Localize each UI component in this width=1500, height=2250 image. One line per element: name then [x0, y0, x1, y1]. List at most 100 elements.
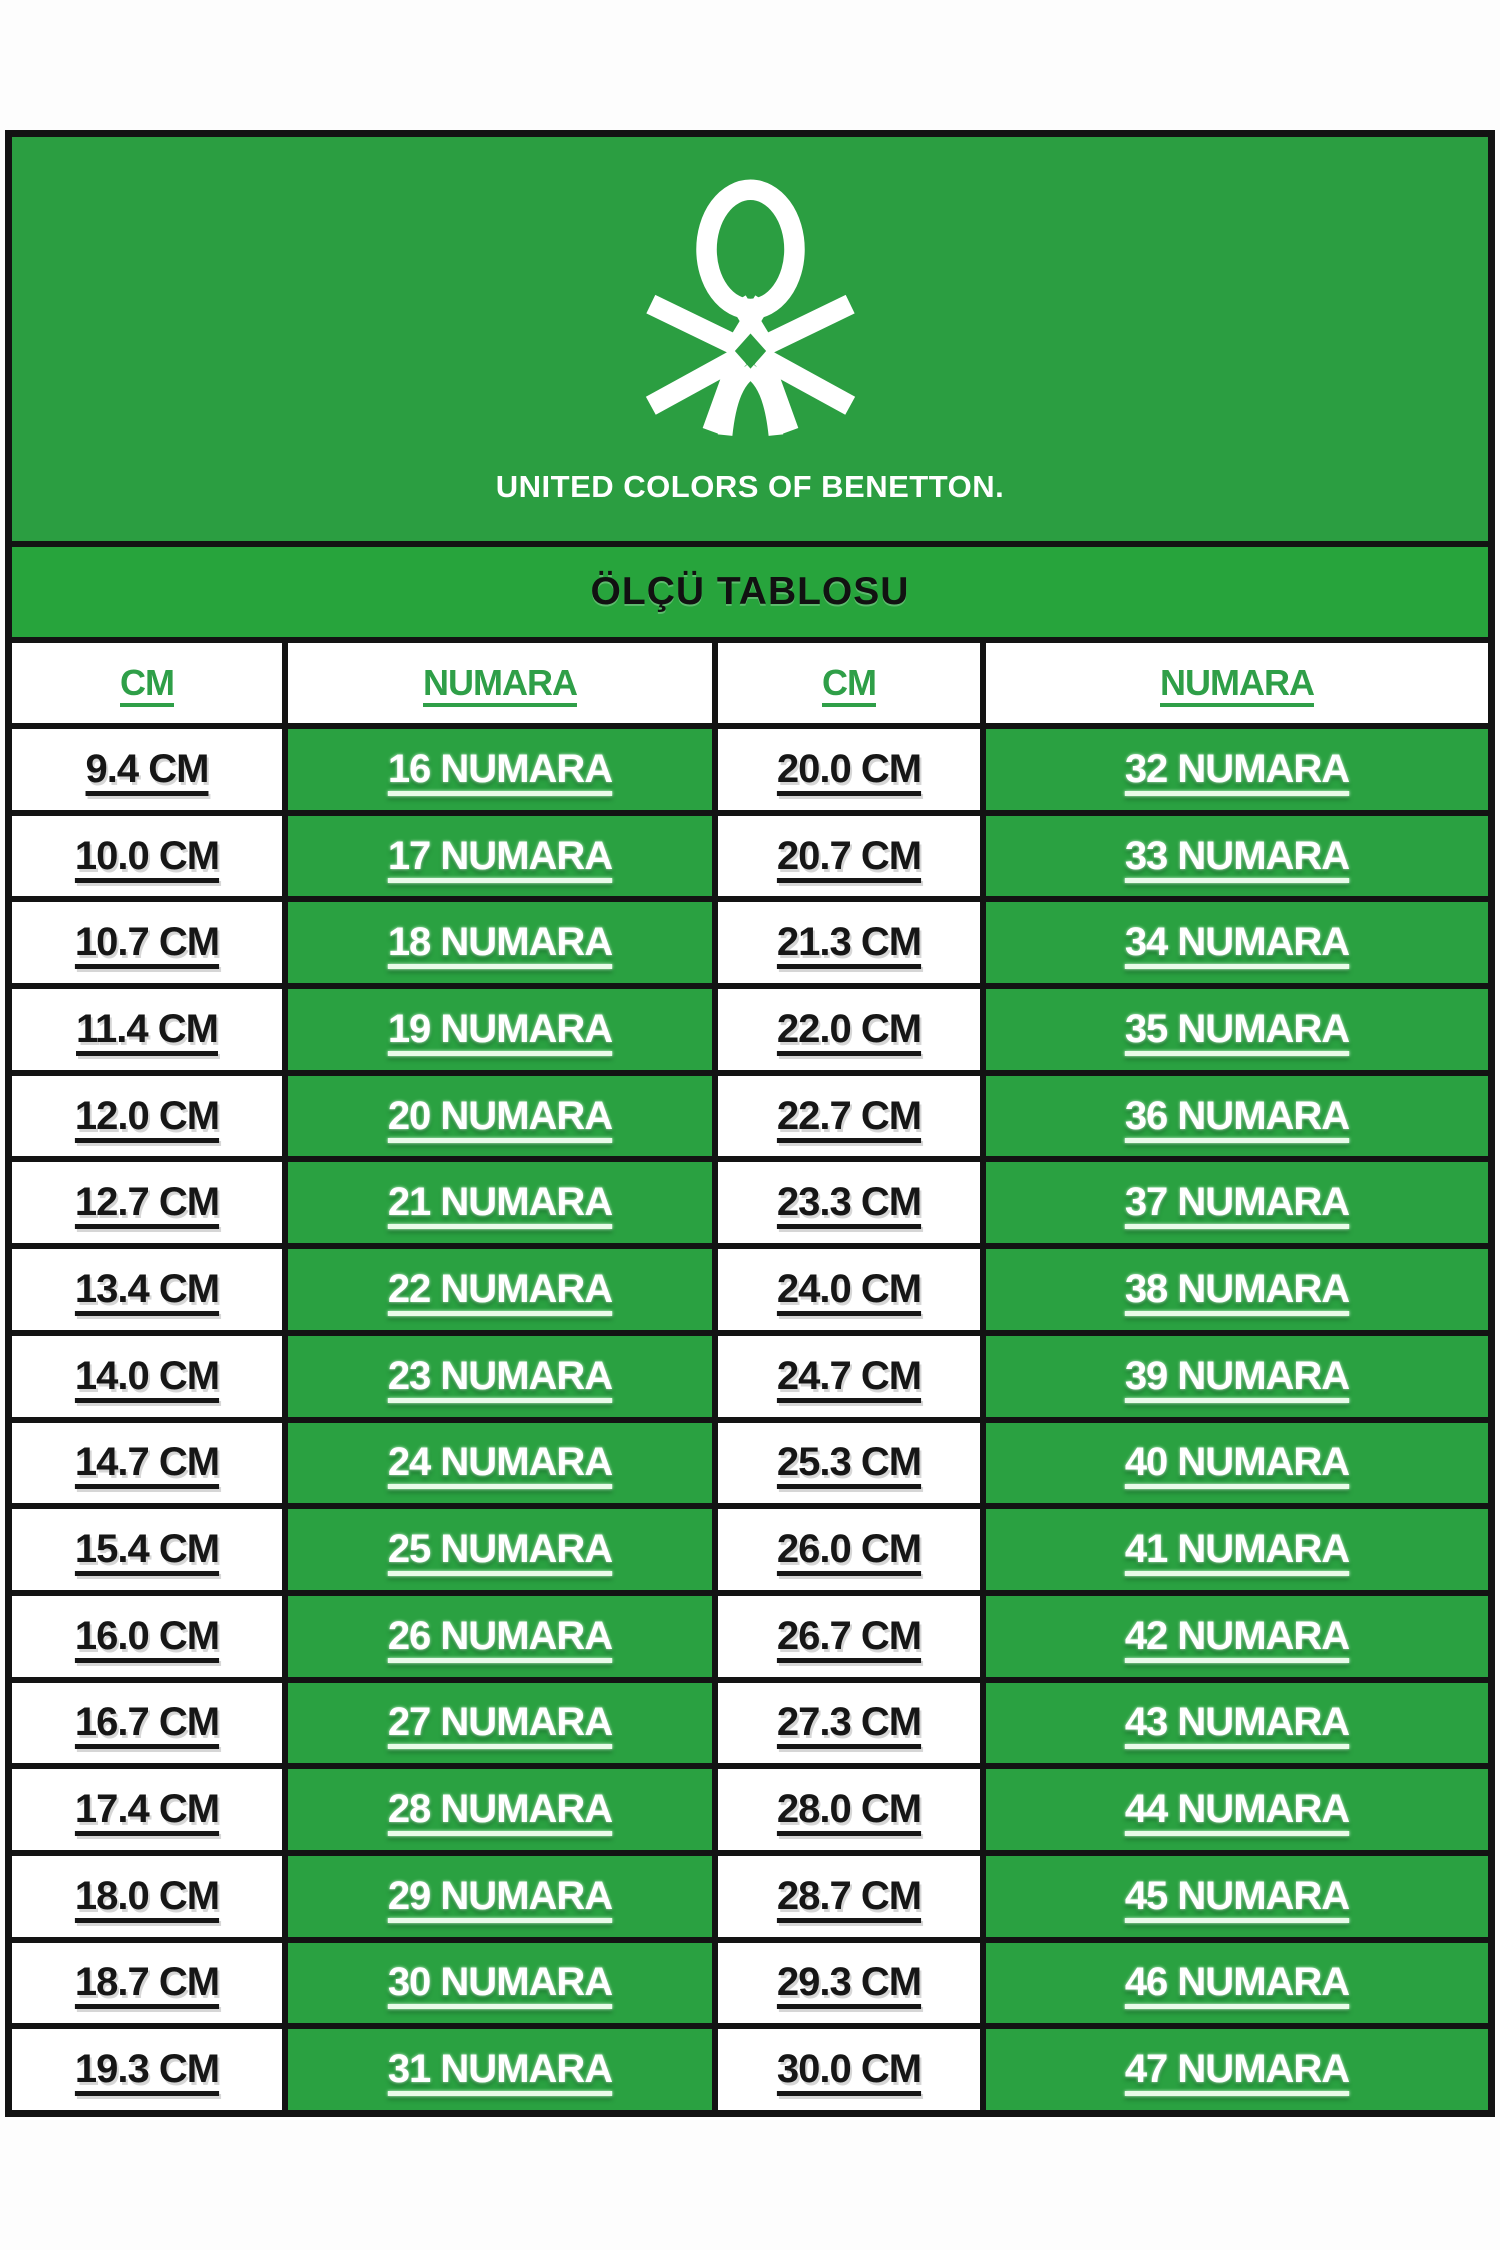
- numara-cell-label: 39 NUMARA: [1124, 1353, 1350, 1398]
- column-header-numara-label: NUMARA: [423, 662, 578, 703]
- cm-cell-label: 20.7 CM: [776, 833, 922, 878]
- cm-cell-label: 26.0 CM: [776, 1527, 922, 1572]
- numara-cell: 47 NUMARA: [986, 2029, 1488, 2110]
- cm-cell: 15.4 CM: [12, 1509, 282, 1590]
- numara-cell: 36 NUMARA: [986, 1075, 1488, 1157]
- cm-cell-label: 24.0 CM: [776, 1266, 922, 1311]
- numara-cell-label: 22 NUMARA: [387, 1266, 613, 1311]
- brand-wordmark: UNITED COLORS OF BENETTON.: [495, 469, 1005, 504]
- cm-cell: 28.7 CM: [718, 1855, 980, 1937]
- numara-cell: 44 NUMARA: [986, 1769, 1488, 1850]
- cm-cell-label: 12.7 CM: [74, 1180, 220, 1225]
- numara-cell-label: 16 NUMARA: [387, 746, 613, 791]
- numara-cell: 22 NUMARA: [288, 1249, 712, 1330]
- cm-cell-label: 27.3 CM: [776, 1700, 922, 1745]
- column-header-cm: CM: [718, 643, 980, 723]
- numara-cell-label: 45 NUMARA: [1124, 1873, 1350, 1918]
- cm-cell-label: 26.7 CM: [776, 1613, 922, 1658]
- cm-cell: 16.7 CM: [12, 1682, 282, 1764]
- column-header-cm: CM: [12, 643, 282, 723]
- numara-cell: 45 NUMARA: [986, 1855, 1488, 1937]
- cm-cell-label: 15.4 CM: [74, 1527, 220, 1572]
- cm-cell-label: 17.4 CM: [74, 1787, 220, 1832]
- benetton-knot-icon: [645, 179, 855, 436]
- cm-cell: 9.4 CM: [12, 729, 282, 810]
- numara-cell-label: 30 NUMARA: [387, 1960, 613, 2005]
- cm-cell: 18.0 CM: [12, 1855, 282, 1937]
- cm-cell: 23.3 CM: [718, 1162, 980, 1244]
- numara-cell: 26 NUMARA: [288, 1595, 712, 1677]
- chart-title-bar: ÖLÇÜ TABLOSU: [12, 547, 1488, 637]
- cm-cell-label: 14.0 CM: [74, 1353, 220, 1398]
- numara-cell: 24 NUMARA: [288, 1422, 712, 1504]
- cm-cell-label: 21.3 CM: [776, 920, 922, 965]
- column-header-numara: NUMARA: [986, 643, 1488, 723]
- chart-title: ÖLÇÜ TABLOSU: [590, 570, 910, 613]
- numara-cell: 32 NUMARA: [986, 729, 1488, 810]
- cm-cell-label: 25.3 CM: [776, 1440, 922, 1485]
- numara-cell-label: 23 NUMARA: [387, 1353, 613, 1398]
- numara-cell-label: 17 NUMARA: [387, 833, 613, 878]
- cm-cell: 22.0 CM: [718, 989, 980, 1070]
- cm-cell-label: 11.4 CM: [76, 1006, 219, 1051]
- cm-cell: 27.3 CM: [718, 1682, 980, 1764]
- cm-cell-label: 23.3 CM: [776, 1180, 922, 1225]
- numara-cell-label: 25 NUMARA: [387, 1527, 613, 1572]
- cm-cell: 16.0 CM: [12, 1595, 282, 1677]
- numara-cell: 29 NUMARA: [288, 1855, 712, 1937]
- cm-cell: 14.0 CM: [12, 1335, 282, 1417]
- numara-cell: 18 NUMARA: [288, 902, 712, 984]
- numara-cell: 42 NUMARA: [986, 1595, 1488, 1677]
- numara-cell: 23 NUMARA: [288, 1335, 712, 1417]
- numara-cell-label: 28 NUMARA: [387, 1787, 613, 1832]
- numara-cell-label: 27 NUMARA: [387, 1700, 613, 1745]
- numara-cell-label: 35 NUMARA: [1124, 1006, 1350, 1051]
- cm-cell-label: 30.0 CM: [776, 2047, 922, 2092]
- cm-cell-label: 20.0 CM: [776, 746, 922, 791]
- size-chart-table: UNITED COLORS OF BENETTON. ÖLÇÜ TABLOSU …: [5, 130, 1495, 2117]
- numara-cell-label: 20 NUMARA: [387, 1093, 613, 1138]
- cm-cell: 22.7 CM: [718, 1075, 980, 1157]
- cm-cell: 17.4 CM: [12, 1769, 282, 1850]
- numara-cell: 41 NUMARA: [986, 1509, 1488, 1590]
- numara-cell: 20 NUMARA: [288, 1075, 712, 1157]
- numara-cell: 37 NUMARA: [986, 1162, 1488, 1244]
- cm-cell-label: 28.0 CM: [776, 1787, 922, 1832]
- numara-cell: 21 NUMARA: [288, 1162, 712, 1244]
- numara-cell-label: 36 NUMARA: [1124, 1093, 1350, 1138]
- cm-cell-label: 19.3 CM: [74, 2047, 220, 2092]
- numara-cell: 25 NUMARA: [288, 1509, 712, 1590]
- knot-center-diamond: [734, 333, 766, 369]
- numara-cell: 35 NUMARA: [986, 989, 1488, 1070]
- cm-cell-label: 10.7 CM: [74, 920, 220, 965]
- numara-cell-label: 40 NUMARA: [1124, 1440, 1350, 1485]
- numara-cell-label: 18 NUMARA: [387, 920, 613, 965]
- numara-cell: 38 NUMARA: [986, 1249, 1488, 1330]
- cm-cell: 14.7 CM: [12, 1422, 282, 1504]
- numara-cell-label: 44 NUMARA: [1124, 1787, 1350, 1832]
- column-header-numara: NUMARA: [288, 643, 712, 723]
- numara-cell-label: 43 NUMARA: [1124, 1700, 1350, 1745]
- cm-cell: 29.3 CM: [718, 1942, 980, 2024]
- cm-cell-label: 12.0 CM: [74, 1093, 220, 1138]
- cm-cell-label: 18.7 CM: [74, 1960, 220, 2005]
- cm-cell-label: 18.0 CM: [74, 1873, 220, 1918]
- cm-cell: 20.7 CM: [718, 815, 980, 897]
- numara-cell-label: 41 NUMARA: [1124, 1527, 1350, 1572]
- numara-cell: 17 NUMARA: [288, 815, 712, 897]
- numara-cell: 39 NUMARA: [986, 1335, 1488, 1417]
- cm-cell: 24.7 CM: [718, 1335, 980, 1417]
- brand-header: UNITED COLORS OF BENETTON.: [12, 137, 1488, 541]
- numara-cell-label: 19 NUMARA: [387, 1006, 613, 1051]
- numara-cell: 31 NUMARA: [288, 2029, 712, 2110]
- cm-cell: 20.0 CM: [718, 729, 980, 810]
- numara-cell: 34 NUMARA: [986, 902, 1488, 984]
- numara-cell-label: 31 NUMARA: [387, 2047, 613, 2092]
- cm-cell-label: 24.7 CM: [776, 1353, 922, 1398]
- numara-cell-label: 42 NUMARA: [1124, 1613, 1350, 1658]
- column-header-cm-label: CM: [120, 662, 175, 703]
- numara-cell: 27 NUMARA: [288, 1682, 712, 1764]
- numara-cell: 16 NUMARA: [288, 729, 712, 810]
- cm-cell: 12.7 CM: [12, 1162, 282, 1244]
- cm-cell: 13.4 CM: [12, 1249, 282, 1330]
